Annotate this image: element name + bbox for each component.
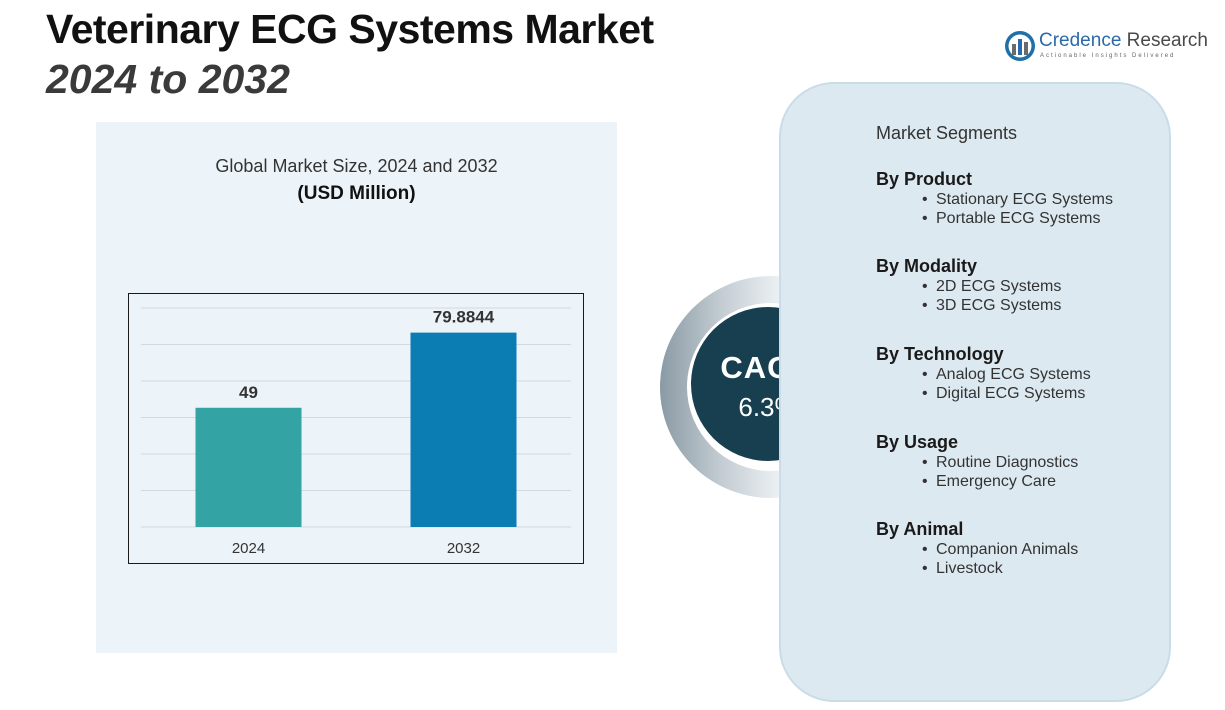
segment-item-text: Livestock	[936, 560, 1003, 577]
segment-item-text: Digital ECG Systems	[936, 385, 1086, 402]
chart-plot-area: 49 2024 79.8844 2032	[128, 293, 584, 564]
bullet-icon: •	[922, 191, 928, 208]
segment-item: • Companion Animals	[876, 540, 1078, 559]
segment-item: • Emergency Care	[876, 472, 1078, 491]
bullet-icon: •	[922, 366, 928, 383]
segment-item-text: Routine Diagnostics	[936, 454, 1079, 471]
segments-heading: Market Segments	[876, 123, 1018, 143]
segment-group-modality: By Modality • 2D ECG Systems • 3D ECG Syst…	[876, 255, 1061, 315]
segment-item: • Livestock	[876, 559, 1078, 578]
logo-tagline: Actionable Insights Delivered	[1040, 53, 1176, 59]
bar-chart: 49 2024 79.8844 2032	[141, 307, 571, 557]
chart-subtitle: (USD Million)	[297, 183, 416, 204]
segment-label: By Technology	[876, 344, 1004, 364]
page-subtitle-years: 2024 to 2032	[46, 56, 290, 102]
segment-item-text: Portable ECG Systems	[936, 210, 1101, 227]
segment-label: By Modality	[876, 256, 978, 276]
segment-item: • 3D ECG Systems	[876, 296, 1061, 315]
segment-item: • Analog ECG Systems	[876, 365, 1091, 384]
bar-2032	[410, 332, 517, 527]
segment-item: • Portable ECG Systems	[876, 209, 1113, 228]
bar-2024	[195, 407, 302, 527]
bullet-icon: •	[922, 385, 928, 402]
segment-group-product: By Product • Stationary ECG Systems • Port…	[876, 168, 1113, 228]
segment-item-text: Analog ECG Systems	[936, 366, 1091, 383]
bullet-icon: •	[922, 297, 928, 314]
segment-item-text: 2D ECG Systems	[936, 278, 1062, 295]
x-tick-label-2024: 2024	[232, 540, 265, 557]
segment-item-text: 3D ECG Systems	[936, 297, 1062, 314]
segment-item-text: Emergency Care	[936, 473, 1057, 490]
chart-panel: Global Market Size, 2024 and 2032 (USD M…	[96, 122, 617, 653]
segment-item: • Digital ECG Systems	[876, 384, 1091, 403]
segment-label: By Animal	[876, 519, 964, 539]
credence-logo-icon	[1005, 31, 1035, 61]
segment-group-animal: By Animal • Companion Animals • Livestock	[876, 518, 1078, 578]
segment-item-text: Stationary ECG Systems	[936, 191, 1113, 208]
bullet-icon: •	[922, 560, 928, 577]
segment-label: By Usage	[876, 432, 959, 452]
bullet-icon: •	[922, 473, 928, 490]
segment-group-technology: By Technology • Analog ECG Systems • Digit…	[876, 343, 1091, 403]
data-label-2032: 79.8844	[433, 308, 495, 327]
data-label-2024: 49	[239, 383, 258, 402]
logo-name-main: Credence	[1039, 30, 1122, 51]
bullet-icon: •	[922, 541, 928, 558]
segment-item-text: Companion Animals	[936, 541, 1079, 558]
segment-group-usage: By Usage • Routine Diagnostics • Emergency…	[876, 431, 1078, 491]
segment-label: By Product	[876, 169, 973, 189]
chart-title: Global Market Size, 2024 and 2032	[215, 156, 498, 176]
segment-item: • 2D ECG Systems	[876, 277, 1061, 296]
segment-item: • Stationary ECG Systems	[876, 190, 1113, 209]
segment-item: • Routine Diagnostics	[876, 453, 1078, 472]
logo-name-secondary: Research	[1121, 30, 1208, 51]
market-segments-panel	[779, 82, 1171, 702]
bullet-icon: •	[922, 278, 928, 295]
page-title: Veterinary ECG Systems Market	[46, 6, 654, 52]
logo-wordmark: Credence Research	[1039, 30, 1208, 52]
x-tick-label-2032: 2032	[447, 540, 480, 557]
brand-logo[interactable]: Credence Research Actionable Insights De…	[1004, 28, 1208, 64]
bullet-icon: •	[922, 210, 928, 227]
bullet-icon: •	[922, 454, 928, 471]
